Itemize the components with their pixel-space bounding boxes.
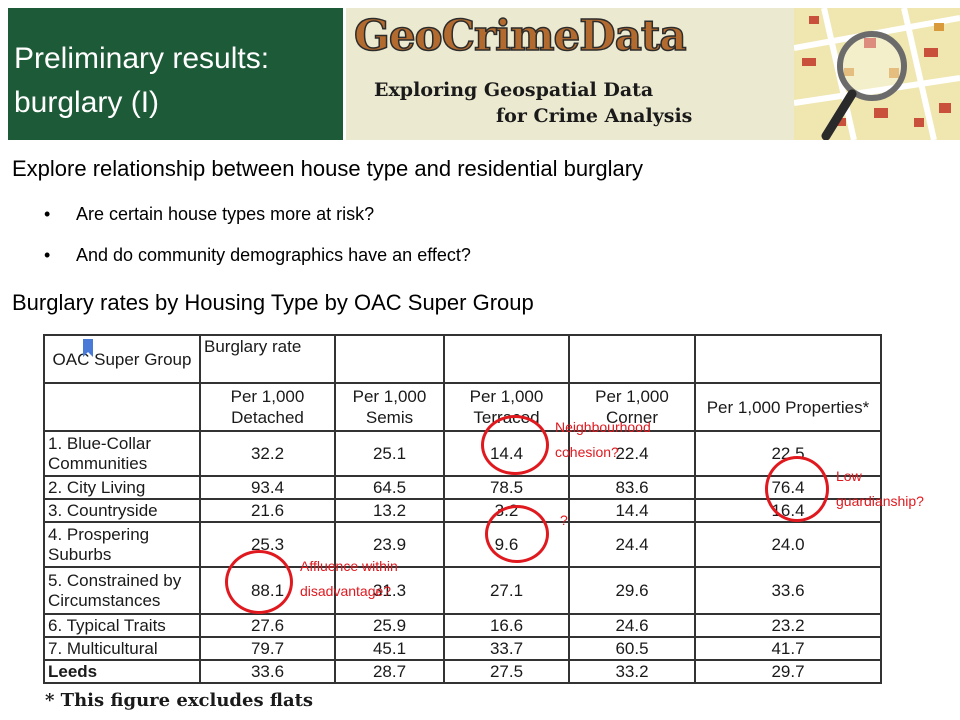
table-row: 1. Blue-Collar Communities 32.2 25.1 14.4 2… <box>43 430 882 477</box>
table-cell: 24.4 <box>568 521 696 568</box>
table-cell: 27.1 <box>443 566 570 615</box>
row-label: 7. Multicultural <box>43 636 201 661</box>
table-cell: 29.7 <box>694 659 882 684</box>
column-header: Per 1,000 Properties* <box>694 382 882 432</box>
table-cell: 23.2 <box>694 613 882 638</box>
table-row: 5. Constrained by Circumstances 88.1 31.3… <box>43 566 882 615</box>
table-cell: 83.6 <box>568 475 696 500</box>
table-cell: 28.7 <box>334 659 445 684</box>
row-label: Leeds <box>43 659 201 684</box>
column-header: Per 1,000 Corner <box>568 382 696 432</box>
table-cell: 16.6 <box>443 613 570 638</box>
annotation-guardianship: Low guardianship? <box>836 464 924 514</box>
banner-brand: GeoCrimeData <box>353 10 687 61</box>
row-label: 1. Blue-Collar Communities <box>43 430 201 477</box>
annotation-text: Neighbourhood <box>555 419 651 435</box>
row-label: 2. City Living <box>43 475 201 500</box>
row-label: 5. Constrained by Circumstances <box>43 566 201 615</box>
intro-heading: Explore relationship between house type … <box>12 156 644 181</box>
table-cell: 21.6 <box>199 498 336 523</box>
annotation-neighbourhood: Neighbourhood cohesion? <box>555 415 651 465</box>
table-cell: 93.4 <box>199 475 336 500</box>
annotation-text: guardianship? <box>836 493 924 509</box>
highlight-circle-terraced-countryside <box>485 505 549 563</box>
table-cell: 79.7 <box>199 636 336 661</box>
table-cell: 33.6 <box>199 659 336 684</box>
banner-subtitle-line1: Exploring Geospatial Data <box>374 79 654 101</box>
slide-title-line1: Preliminary results: <box>14 42 270 75</box>
table-row: 2. City Living 93.4 64.5 78.5 83.6 76.4 <box>43 475 882 500</box>
highlight-circle-terraced-blue-collar <box>481 415 549 475</box>
table-row: Leeds 33.6 28.7 27.5 33.2 29.7 <box>43 659 882 684</box>
table-cell: 32.2 <box>199 430 336 477</box>
table-row: 4. Prospering Suburbs 25.3 23.9 9.6 24.4 24.… <box>43 521 882 568</box>
table-cell: 31.3 <box>334 566 445 615</box>
annotation-text: Low <box>836 468 862 484</box>
annotation-text: cohesion? <box>555 444 619 460</box>
annotation-affluence: Affluence within disadvantage? <box>300 554 398 604</box>
banner-subtitle-line2: for Crime Analysis <box>496 105 693 127</box>
table-cell: 23.9 <box>334 521 445 568</box>
bullet-text: Are certain house types more at risk? <box>76 204 375 224</box>
table-cell: 14.4 <box>568 498 696 523</box>
table-row: 6. Typical Traits 27.6 25.9 16.6 24.6 23.2 <box>43 613 882 638</box>
bullet-text: And do community demographics have an ef… <box>76 245 471 265</box>
oac-supergroup-label: OAC Super Group <box>52 349 192 369</box>
slide-title-line2: burglary (I) <box>14 86 160 119</box>
table-cell: 64.5 <box>334 475 445 500</box>
table-cell: 13.2 <box>334 498 445 523</box>
table-cell: 33.7 <box>443 636 570 661</box>
table-cell: 29.6 <box>568 566 696 615</box>
table-cell: 33.6 <box>694 566 882 615</box>
annotation-question: ? <box>560 512 568 528</box>
column-header: Per 1,000 Semis <box>334 382 445 432</box>
table-footnote: * This figure excludes flats <box>45 690 314 711</box>
table-cell: 22.4 <box>568 430 696 477</box>
highlight-circle-properties-city-living <box>765 456 829 522</box>
row-label: 6. Typical Traits <box>43 613 201 638</box>
corner-label-cell: OAC Super Group <box>43 334 201 384</box>
table-cell: 25.1 <box>334 430 445 477</box>
map-magnifier-icon <box>794 8 960 140</box>
highlight-circle-detached-constrained <box>225 550 293 614</box>
table-cell: 24.6 <box>568 613 696 638</box>
bookmark-icon <box>83 339 93 357</box>
table-cell: 45.1 <box>334 636 445 661</box>
table-row: 3. Countryside 21.6 13.2 3.2 14.4 16.4 <box>43 498 882 523</box>
table-cell: 25.9 <box>334 613 445 638</box>
slide-title-box: Preliminary results: burglary (I) <box>8 8 344 140</box>
annotation-text: Affluence within <box>300 558 398 574</box>
table-row: 7. Multicultural 79.7 45.1 33.7 60.5 41.7 <box>43 636 882 661</box>
bullet-dot: • <box>44 245 51 265</box>
table-cell: 33.2 <box>568 659 696 684</box>
burglary-rate-label: Burglary rate <box>199 334 336 384</box>
table-cell: 78.5 <box>443 475 570 500</box>
table-cell: 27.6 <box>199 613 336 638</box>
row-label: 4. Prospering Suburbs <box>43 521 201 568</box>
annotation-text: disadvantage? <box>300 583 392 599</box>
table-cell: 41.7 <box>694 636 882 661</box>
bullet-dot: • <box>44 204 51 224</box>
burglary-rate-table: OAC Super Group Burglary rate Per 1,000 … <box>43 334 882 684</box>
table-heading: Burglary rates by Housing Type by OAC Su… <box>12 290 534 315</box>
table-cell: 27.5 <box>443 659 570 684</box>
table-cell: 24.0 <box>694 521 882 568</box>
geocrimedata-banner: GeoCrimeData Exploring Geospatial Data f… <box>343 8 960 140</box>
column-header: Per 1,000 Detached <box>199 382 336 432</box>
row-label: 3. Countryside <box>43 498 201 523</box>
table-cell: 60.5 <box>568 636 696 661</box>
